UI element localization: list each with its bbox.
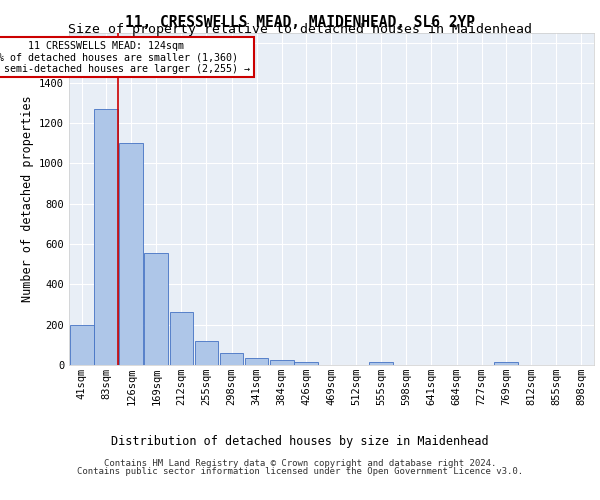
Bar xyxy=(245,358,268,365)
Text: Distribution of detached houses by size in Maidenhead: Distribution of detached houses by size … xyxy=(111,434,489,448)
Text: 11 CRESSWELLS MEAD: 124sqm  
← 38% of detached houses are smaller (1,360)
62% of: 11 CRESSWELLS MEAD: 124sqm ← 38% of deta… xyxy=(0,40,250,74)
Bar xyxy=(70,324,94,365)
Text: Size of property relative to detached houses in Maidenhead: Size of property relative to detached ho… xyxy=(68,22,532,36)
Bar xyxy=(220,353,244,365)
Bar xyxy=(170,312,193,365)
Bar xyxy=(370,362,393,365)
Bar xyxy=(494,362,518,365)
Bar xyxy=(294,362,318,365)
Y-axis label: Number of detached properties: Number of detached properties xyxy=(20,96,34,302)
Bar xyxy=(270,360,293,365)
Text: Contains HM Land Registry data © Crown copyright and database right 2024.: Contains HM Land Registry data © Crown c… xyxy=(104,458,496,468)
Text: Contains public sector information licensed under the Open Government Licence v3: Contains public sector information licen… xyxy=(77,467,523,476)
Bar xyxy=(94,109,118,365)
Text: 11, CRESSWELLS MEAD, MAIDENHEAD, SL6 2YP: 11, CRESSWELLS MEAD, MAIDENHEAD, SL6 2YP xyxy=(125,15,475,30)
Bar xyxy=(194,341,218,365)
Bar xyxy=(145,253,168,365)
Bar xyxy=(119,144,143,365)
